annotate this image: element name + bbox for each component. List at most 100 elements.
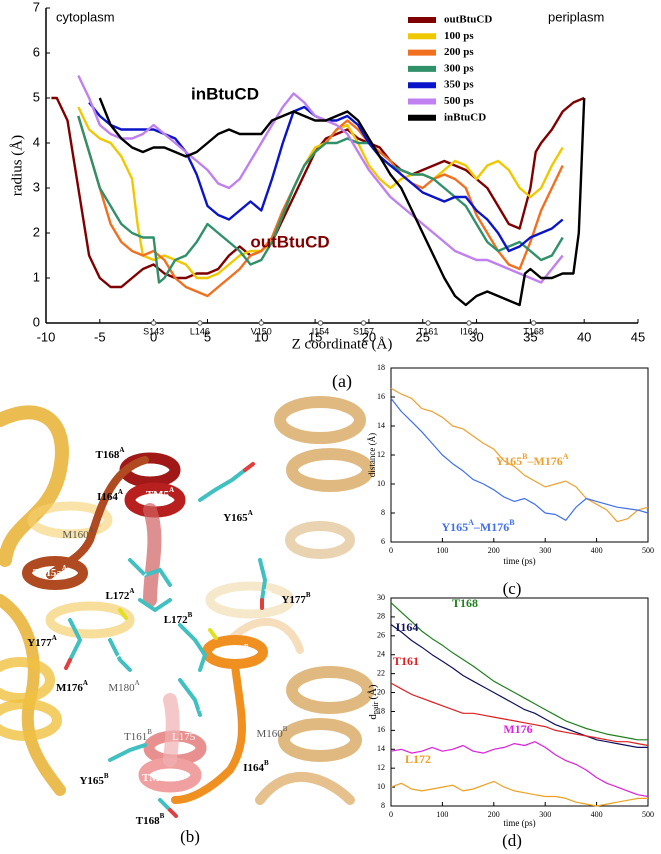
series-line <box>390 624 648 748</box>
y-tick-label: 18 <box>377 706 385 715</box>
series-line <box>77 106 564 280</box>
series-line <box>390 398 649 521</box>
y-tick-label: 8 <box>381 801 385 810</box>
x-tick-label: 100 <box>436 810 448 819</box>
series-line <box>390 780 648 807</box>
series-line <box>390 682 649 747</box>
x-axis-title: time (ps) <box>503 818 535 828</box>
residue-marker <box>317 320 324 326</box>
y-tick-label: 5 <box>33 89 40 104</box>
plot-frame <box>390 597 649 807</box>
series-label: T168 <box>452 596 478 610</box>
x-tick-label: 200 <box>488 546 500 555</box>
y-tick-label: 20 <box>377 687 385 696</box>
residue-annotation: L175B <box>172 728 200 743</box>
residue-label: S143 <box>143 326 164 336</box>
residue-chain: A <box>139 531 144 539</box>
y-axis-title: dpair(Å) <box>367 684 380 720</box>
panel-label: (d) <box>502 831 522 850</box>
legend-label: outBtuCD <box>444 14 492 26</box>
residue-name: I164 <box>243 762 264 774</box>
residue-name: T168 <box>96 449 120 461</box>
y-tick-label: 22 <box>377 668 385 677</box>
y-tick-label: 14 <box>377 421 385 430</box>
series-line <box>77 115 564 284</box>
x-tick-label: 500 <box>642 810 654 819</box>
residue-label: S157 <box>353 326 374 336</box>
annotation-sup: B <box>522 452 528 461</box>
series-line <box>390 602 648 741</box>
annotation-sup: B <box>509 518 515 527</box>
residue-label: L146 <box>190 326 210 336</box>
residue-annotation: T168B <box>136 812 165 827</box>
residue-annotation: Y177A <box>27 634 57 649</box>
residue-chain: B <box>188 611 193 619</box>
residue-annotation: Y165A <box>223 509 253 524</box>
residue-annotation: I164B <box>243 759 269 774</box>
y-tick-label: 10 <box>377 479 385 488</box>
x-tick-label: 100 <box>436 546 448 555</box>
y-axis-title-sub: pair <box>371 701 380 714</box>
y-tick-label: 0 <box>33 314 40 329</box>
residue-annotation: L172B <box>164 611 193 626</box>
annotation: cytoplasm <box>56 9 115 24</box>
residue-annotation: M176B <box>217 553 248 568</box>
legend-label: 100 ps <box>444 30 474 42</box>
annotation-text: –M176 <box>473 520 509 534</box>
series-label: L172 <box>405 752 431 766</box>
residue-name: Y177 <box>27 637 52 649</box>
residue-annotation: L172A <box>106 587 135 602</box>
structure-render <box>0 396 374 818</box>
x-tick-label: 15 <box>308 329 322 344</box>
residue-chain: A <box>118 488 123 496</box>
residue-name: M160 <box>62 529 89 541</box>
y-tick-label: 16 <box>377 725 385 734</box>
residue-chain: A <box>119 446 124 454</box>
residue-annotation: Y177B <box>281 591 310 606</box>
residue-name: T168 <box>136 815 160 827</box>
legend-label: 200 ps <box>444 46 474 58</box>
series-line <box>390 387 649 523</box>
residue-annotation: Y165B <box>79 772 108 787</box>
residue-chain: B <box>165 769 170 777</box>
residue-name: L175 <box>116 534 140 546</box>
residue-chain: B <box>283 725 288 733</box>
residue-annotation: TM5A <box>146 486 174 501</box>
residue-name: M180 <box>108 682 135 694</box>
x-tick-label: 500 <box>642 546 654 555</box>
annotation-sup: A <box>563 452 569 461</box>
x-tick-label: 300 <box>539 546 551 555</box>
x-tick-label: 0 <box>389 810 393 819</box>
x-tick-label: 45 <box>631 329 645 344</box>
residue-chain: B <box>195 728 200 736</box>
residue-label: V150 <box>251 326 272 336</box>
residue-name: Y165 <box>79 775 104 787</box>
y-axis-title-main: d <box>367 714 379 720</box>
residue-label: T168 <box>523 326 544 336</box>
residue-chain: B <box>244 643 249 651</box>
series-line <box>98 97 586 307</box>
residue-marker <box>530 320 537 326</box>
residue-label: I154 <box>312 326 330 336</box>
residue-annotation: M180A <box>108 679 139 694</box>
annotation-text: –M176 <box>526 454 562 468</box>
residue-annotation: TM5aB <box>215 643 249 658</box>
x-axis-title: time (ps) <box>503 556 535 566</box>
legend-label: inBtuCD <box>444 111 486 123</box>
residue-name: T161 <box>194 536 217 548</box>
x-tick-label: 400 <box>591 810 603 819</box>
y-tick-label: 18 <box>377 363 385 372</box>
y-tick-label: 12 <box>377 450 385 459</box>
x-tick-label: 0 <box>389 546 393 555</box>
residue-annotation: T161B <box>124 728 152 743</box>
annotation-text: Y165 <box>495 454 522 468</box>
residue-marker <box>258 320 264 326</box>
residue-marker <box>466 320 472 326</box>
residue-annotation: M160A <box>62 526 93 541</box>
residue-name: TM5a <box>33 567 62 579</box>
y-axis-title-rest: (Å) <box>367 684 379 700</box>
series-label: M176 <box>503 722 532 736</box>
panel-label: (b) <box>180 827 200 846</box>
residue-chain: A <box>83 679 88 687</box>
